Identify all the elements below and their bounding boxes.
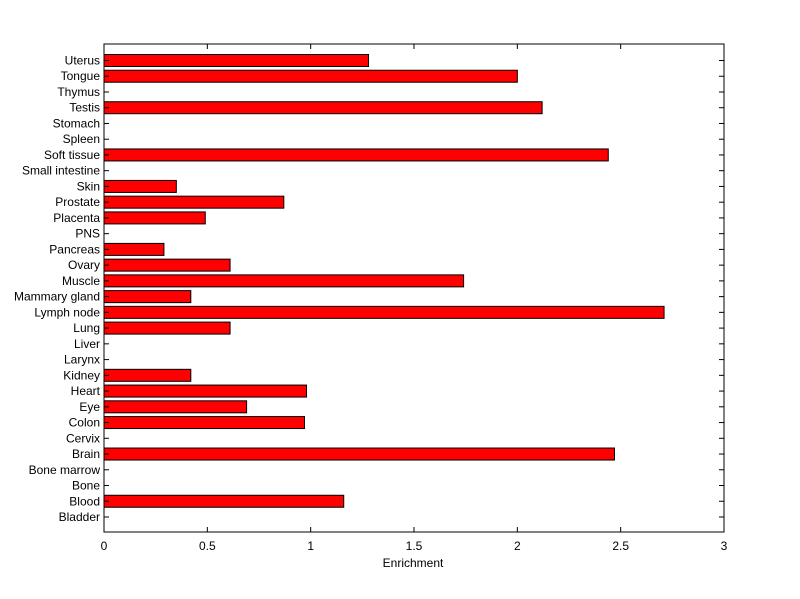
bar-ovary — [103, 258, 231, 272]
y-tick-label-pns: PNS — [75, 227, 100, 241]
bar-placenta — [103, 211, 206, 225]
bar-uterus — [103, 54, 370, 67]
y-tick-label-mammary-gland: Mammary gland — [14, 290, 100, 304]
bar-lymph-node — [103, 305, 665, 319]
y-tick-label-eye: Eye — [79, 400, 100, 414]
bar-soft-tissue — [103, 148, 609, 162]
x-tick-label-0: 0 — [101, 539, 108, 553]
y-tick-label-larynx: Larynx — [64, 353, 100, 367]
y-tick-label-bladder: Bladder — [59, 510, 100, 524]
y-tick-label-soft-tissue: Soft tissue — [44, 148, 100, 162]
x-tick-label-2: 1 — [307, 539, 314, 553]
bar-mammary-gland — [103, 290, 192, 304]
x-tick-label-6: 3 — [721, 539, 728, 553]
bar-heart — [103, 384, 308, 398]
y-tick-label-heart: Heart — [71, 384, 101, 398]
bar-tongue — [103, 69, 518, 83]
x-tick-label-3: 1.5 — [406, 539, 423, 553]
y-tick-label-small-intestine: Small intestine — [22, 164, 100, 178]
bar-blood — [103, 494, 345, 508]
y-tick-label-muscle: Muscle — [62, 274, 100, 288]
y-tick-label-bone: Bone — [72, 479, 100, 493]
y-tick-label-brain: Brain — [72, 447, 100, 461]
y-tick-label-lymph-node: Lymph node — [34, 305, 100, 319]
y-tick-label-uterus: Uterus — [65, 54, 100, 68]
y-tick-label-prostate: Prostate — [55, 195, 100, 209]
bar-colon — [103, 416, 305, 430]
plot-frame — [103, 43, 725, 533]
bar-pancreas — [103, 242, 165, 256]
bar-muscle — [103, 274, 465, 288]
y-tick-label-skin: Skin — [77, 179, 100, 193]
y-tick-label-placenta: Placenta — [53, 211, 100, 225]
x-tick-label-4: 2 — [514, 539, 521, 553]
bar-eye — [103, 400, 248, 414]
y-tick-label-testis: Testis — [69, 101, 100, 115]
x-axis-ticks: 0 0.5 1 1.5 2 2.5 3 — [101, 44, 728, 553]
y-tick-label-tongue: Tongue — [61, 69, 101, 83]
y-tick-label-bone-marrow: Bone marrow — [29, 463, 101, 477]
bar-brain — [103, 447, 615, 461]
bar-skin — [103, 179, 177, 193]
y-tick-label-colon: Colon — [69, 416, 100, 430]
bar-prostate — [103, 195, 285, 209]
y-tick-label-lung: Lung — [73, 321, 100, 335]
x-axis-title: Enrichment — [383, 556, 444, 570]
bar-lung — [103, 321, 231, 335]
y-tick-label-pancreas: Pancreas — [49, 242, 100, 256]
y-tick-label-cervix: Cervix — [66, 431, 100, 445]
y-tick-label-kidney: Kidney — [63, 368, 100, 382]
y-tick-label-spleen: Spleen — [63, 132, 100, 146]
x-tick-label-5: 2.5 — [612, 539, 629, 553]
y-tick-label-ovary: Ovary — [68, 258, 100, 272]
y-tick-label-stomach: Stomach — [53, 116, 100, 130]
x-tick-label-1: 0.5 — [199, 539, 216, 553]
bar-kidney — [103, 368, 192, 382]
y-tick-label-liver: Liver — [74, 337, 100, 351]
y-tick-label-blood: Blood — [69, 494, 100, 508]
y-tick-label-thymus: Thymus — [57, 85, 100, 99]
bar-testis — [103, 101, 543, 115]
